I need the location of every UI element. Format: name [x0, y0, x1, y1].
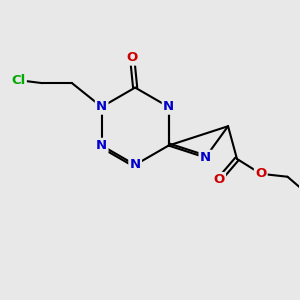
Text: N: N: [96, 100, 107, 113]
Text: N: N: [200, 151, 211, 164]
Text: O: O: [214, 173, 225, 186]
Text: O: O: [127, 51, 138, 64]
Text: Cl: Cl: [11, 74, 26, 87]
Text: O: O: [255, 167, 266, 180]
Text: N: N: [163, 100, 174, 113]
Text: N: N: [130, 158, 141, 171]
Text: N: N: [96, 139, 107, 152]
